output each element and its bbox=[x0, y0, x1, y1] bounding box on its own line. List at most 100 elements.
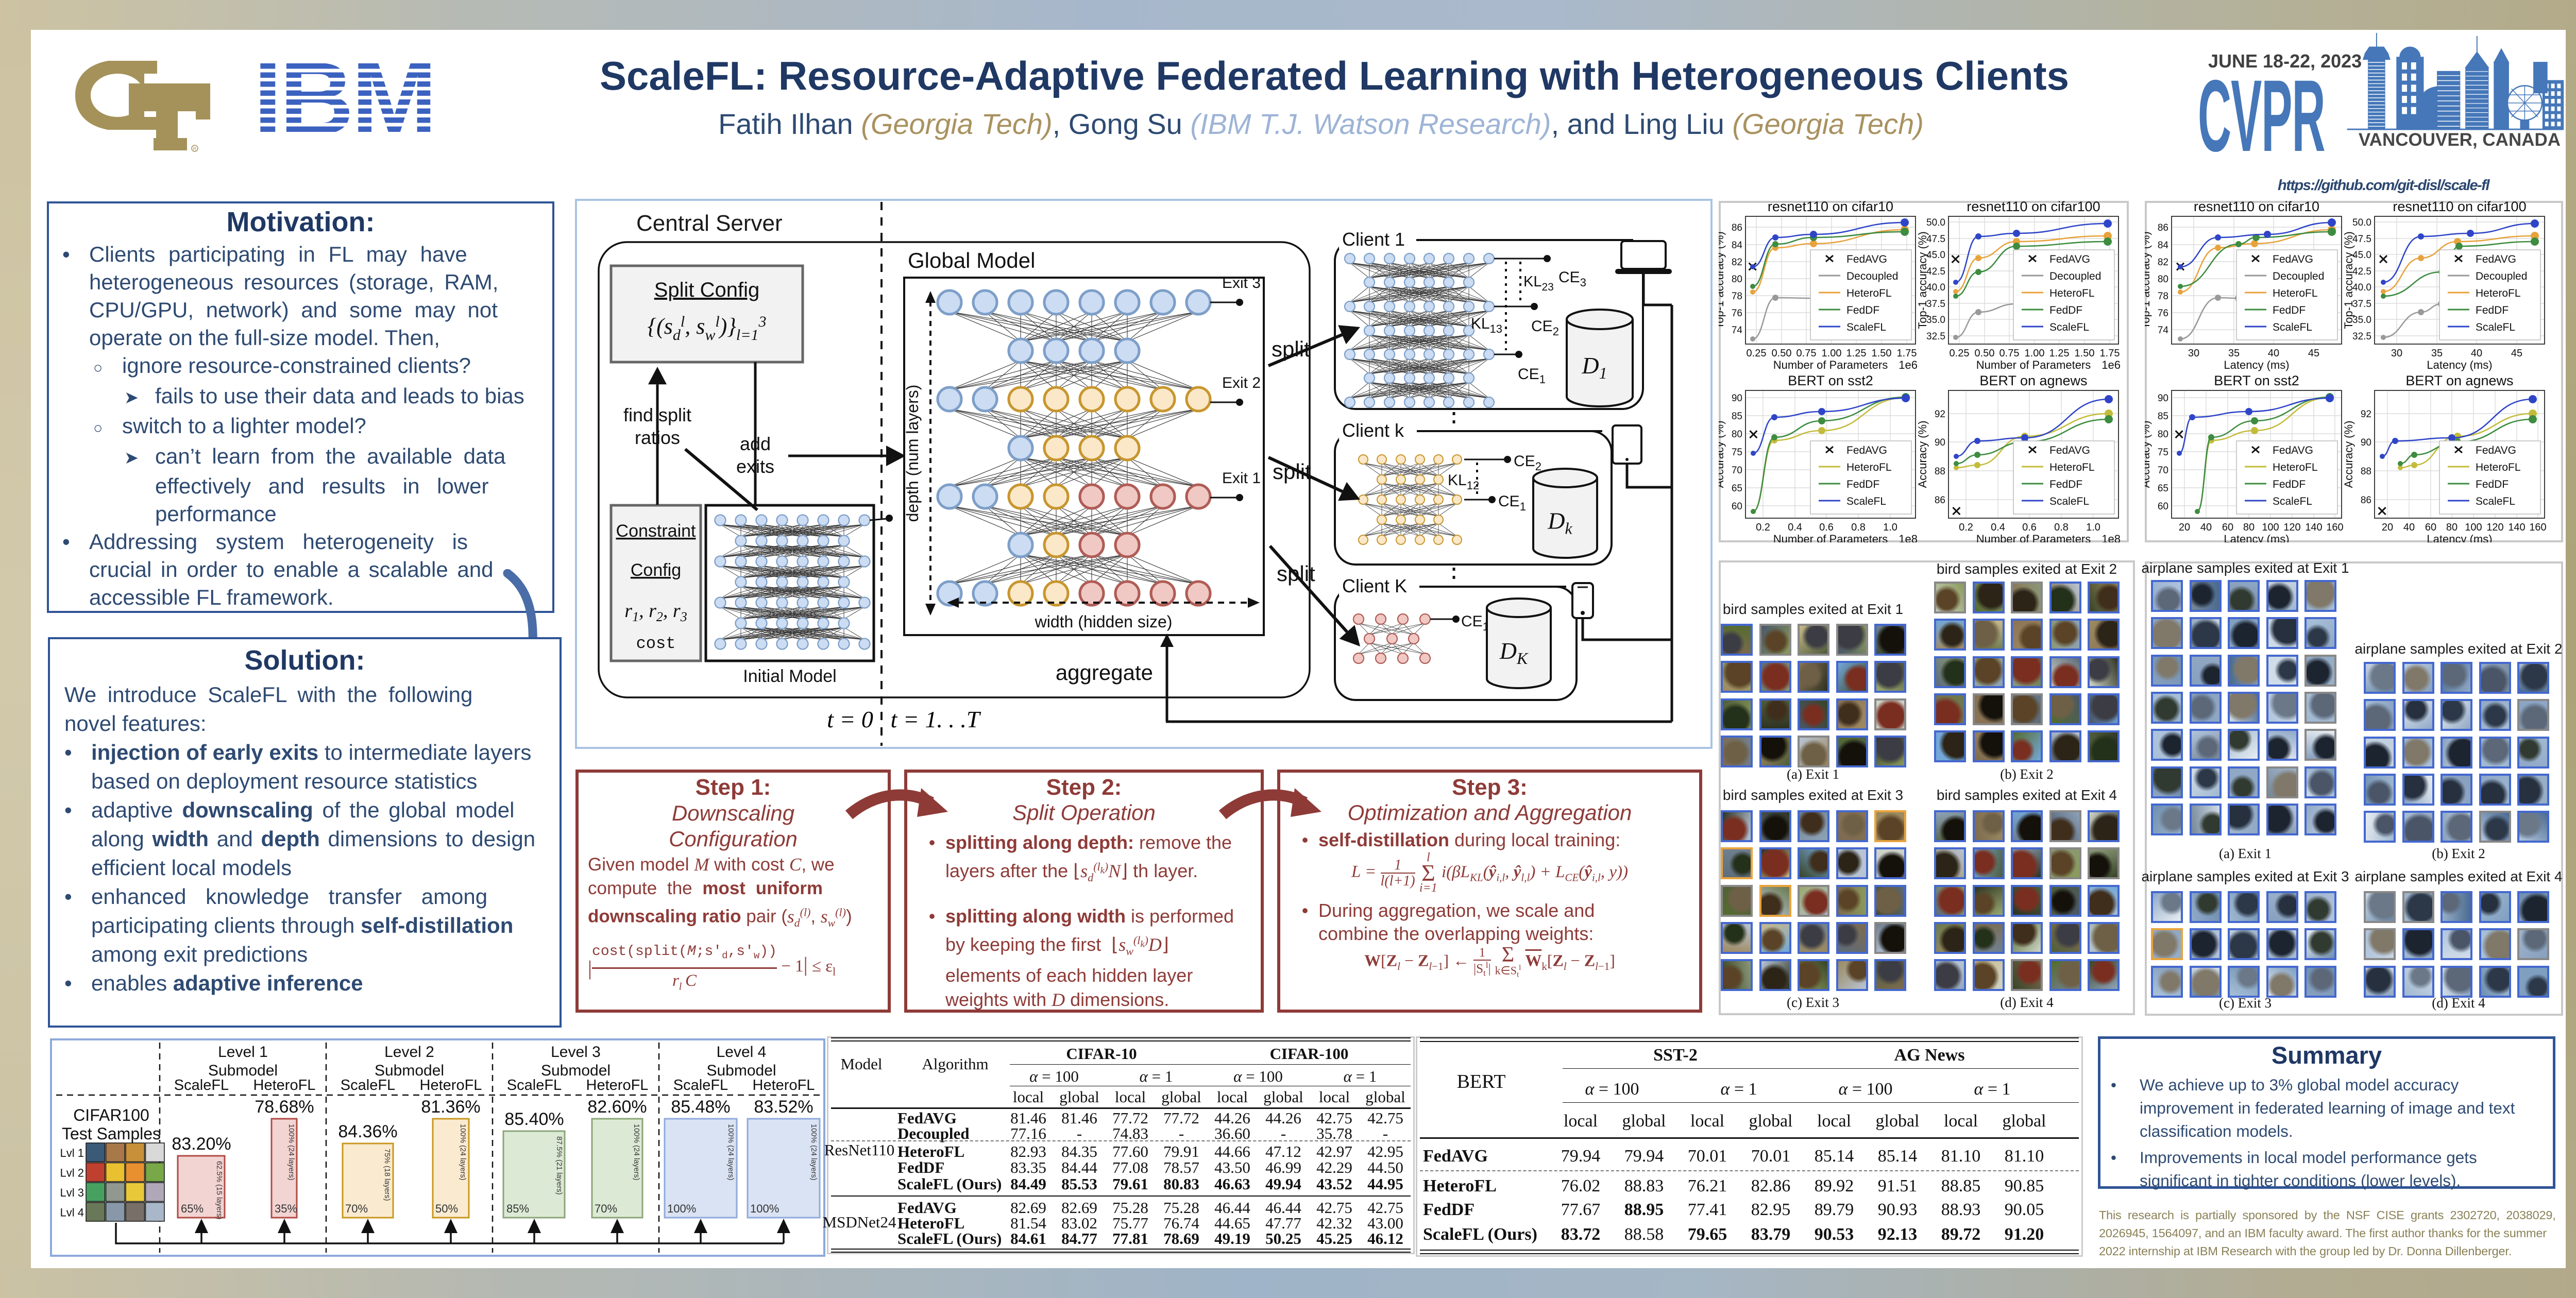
svg-text:50%: 50% bbox=[435, 1202, 458, 1215]
svg-text:70: 70 bbox=[2158, 465, 2168, 476]
svg-text:Client K: Client K bbox=[1342, 575, 1407, 596]
svg-text:split: split bbox=[1273, 459, 1311, 484]
svg-text:1.50: 1.50 bbox=[1872, 348, 1892, 359]
svg-text:45.0: 45.0 bbox=[2352, 250, 2371, 261]
svg-text:81.36%: 81.36% bbox=[421, 1097, 480, 1117]
svg-text:100% (24 layers): 100% (24 layers) bbox=[459, 1124, 467, 1181]
svg-text:160: 160 bbox=[2326, 522, 2343, 533]
svg-text:Number of Parameters: Number of Parameters bbox=[1976, 358, 2091, 371]
svg-text:86: 86 bbox=[1732, 223, 1742, 233]
svg-text:65: 65 bbox=[2158, 483, 2168, 494]
svg-text:76: 76 bbox=[2158, 308, 2168, 319]
svg-text:BERT on sst2: BERT on sst2 bbox=[1788, 373, 1873, 388]
svg-text:40: 40 bbox=[2200, 522, 2212, 533]
svg-text:0.50: 0.50 bbox=[1772, 348, 1792, 359]
svg-text:R: R bbox=[193, 146, 197, 151]
svg-text:ScaleFL: ScaleFL bbox=[1846, 496, 1886, 507]
svg-text:FedAVG: FedAVG bbox=[2273, 253, 2313, 265]
svg-text:split: split bbox=[1272, 337, 1310, 361]
svg-text:t = 1. . .T: t = 1. . .T bbox=[891, 706, 981, 732]
svg-text:40: 40 bbox=[2471, 348, 2482, 359]
svg-text:76: 76 bbox=[1732, 308, 1742, 319]
svg-text:Split Config: Split Config bbox=[654, 279, 760, 301]
svg-text:1e8: 1e8 bbox=[1899, 533, 1918, 542]
svg-text:80: 80 bbox=[1732, 274, 1742, 285]
svg-text:100% (24 layers): 100% (24 layers) bbox=[809, 1124, 818, 1181]
svg-text:HeteroFL: HeteroFL bbox=[420, 1077, 482, 1094]
svg-text:20: 20 bbox=[2179, 522, 2190, 533]
svg-text:100% (24 layers): 100% (24 layers) bbox=[632, 1124, 640, 1181]
svg-text:Latency (ms): Latency (ms) bbox=[2224, 533, 2289, 542]
svg-text:1.0: 1.0 bbox=[2086, 522, 2100, 533]
svg-text:82.60%: 82.60% bbox=[587, 1097, 647, 1117]
svg-text:Exit 1: Exit 1 bbox=[1222, 470, 1261, 487]
svg-text:85%: 85% bbox=[506, 1202, 529, 1215]
svg-text:HeteroFL: HeteroFL bbox=[586, 1077, 649, 1094]
svg-text:78.68%: 78.68% bbox=[255, 1097, 314, 1117]
svg-text:FedAVG: FedAVG bbox=[2476, 253, 2516, 265]
svg-text:45: 45 bbox=[2511, 348, 2522, 359]
svg-text:47.5: 47.5 bbox=[2352, 234, 2371, 245]
svg-text:80: 80 bbox=[2158, 429, 2168, 440]
svg-text:74: 74 bbox=[1732, 325, 1743, 336]
svg-text:37.5: 37.5 bbox=[2352, 299, 2371, 310]
svg-text:1.25: 1.25 bbox=[1846, 348, 1867, 359]
svg-text:Decoupled: Decoupled bbox=[2049, 270, 2101, 282]
svg-text:Lvl 4: Lvl 4 bbox=[60, 1206, 84, 1219]
svg-text:ScaleFL: ScaleFL bbox=[507, 1077, 562, 1094]
svg-text:0.8: 0.8 bbox=[2054, 522, 2069, 533]
svg-text:ScaleFL: ScaleFL bbox=[2049, 496, 2089, 507]
svg-text:1.0: 1.0 bbox=[1883, 522, 1897, 533]
svg-text:35: 35 bbox=[2431, 348, 2443, 359]
svg-text:65%: 65% bbox=[181, 1202, 204, 1215]
svg-text:ScaleFL: ScaleFL bbox=[341, 1077, 395, 1094]
svg-text:120: 120 bbox=[2283, 522, 2300, 533]
svg-text:65: 65 bbox=[1732, 483, 1742, 494]
svg-text:t = 0: t = 0 bbox=[827, 706, 873, 732]
svg-text:ScaleFL: ScaleFL bbox=[2476, 321, 2515, 333]
svg-text:92: 92 bbox=[2361, 409, 2371, 420]
svg-text:84: 84 bbox=[2158, 240, 2169, 251]
svg-text:0.4: 0.4 bbox=[1788, 522, 1802, 533]
svg-text:0.4: 0.4 bbox=[1991, 522, 2005, 533]
svg-text:DK: DK bbox=[1499, 638, 1529, 668]
svg-text:Submodel: Submodel bbox=[706, 1062, 776, 1079]
svg-text:0.25: 0.25 bbox=[1747, 348, 1767, 359]
svg-text:Decoupled: Decoupled bbox=[2273, 270, 2324, 282]
svg-text:60: 60 bbox=[2222, 522, 2233, 533]
svg-text:140: 140 bbox=[2305, 522, 2322, 533]
svg-text:120: 120 bbox=[2486, 522, 2503, 533]
svg-text:Decoupled: Decoupled bbox=[1846, 270, 1898, 282]
svg-text:BERT on agnews: BERT on agnews bbox=[1979, 373, 2087, 388]
svg-text:85: 85 bbox=[2158, 411, 2168, 422]
svg-text:42.5: 42.5 bbox=[1926, 266, 1945, 277]
svg-text:78: 78 bbox=[1732, 291, 1742, 302]
svg-text:width (hidden size): width (hidden size) bbox=[1035, 612, 1173, 631]
svg-text:r1, r2, r3: r1, r2, r3 bbox=[624, 600, 687, 624]
svg-text:ScaleFL: ScaleFL bbox=[673, 1077, 728, 1094]
svg-text:HeteroFL: HeteroFL bbox=[2476, 287, 2521, 299]
svg-text:Accuracy (%): Accuracy (%) bbox=[2342, 421, 2355, 488]
svg-text:ScaleFL: ScaleFL bbox=[174, 1077, 229, 1094]
svg-text:resnet110 on cifar10: resnet110 on cifar10 bbox=[1768, 201, 1893, 214]
svg-text:35%: 35% bbox=[275, 1202, 297, 1215]
svg-text:FedDF: FedDF bbox=[2476, 479, 2509, 490]
svg-text:HeteroFL: HeteroFL bbox=[1846, 462, 1892, 473]
svg-text:FedDF: FedDF bbox=[2273, 479, 2306, 490]
svg-text:140: 140 bbox=[2508, 522, 2525, 533]
svg-text:depth (num layers): depth (num layers) bbox=[903, 385, 922, 522]
svg-text:HeteroFL: HeteroFL bbox=[253, 1077, 316, 1094]
svg-text:Config: Config bbox=[631, 560, 681, 580]
svg-text:Latency (ms): Latency (ms) bbox=[2427, 533, 2492, 542]
svg-text:1.75: 1.75 bbox=[1897, 348, 1917, 359]
svg-text:37.5: 37.5 bbox=[1926, 299, 1945, 310]
svg-text:90: 90 bbox=[1935, 437, 1945, 448]
svg-text:CIFAR100: CIFAR100 bbox=[73, 1106, 149, 1124]
svg-text:split: split bbox=[1277, 561, 1315, 586]
svg-text:90: 90 bbox=[1732, 393, 1742, 404]
svg-text:100%: 100% bbox=[667, 1202, 696, 1215]
svg-text:70%: 70% bbox=[345, 1202, 368, 1215]
svg-text:85.40%: 85.40% bbox=[504, 1109, 564, 1129]
svg-text:Accuracy (%): Accuracy (%) bbox=[2145, 421, 2152, 488]
svg-text:74: 74 bbox=[2158, 325, 2169, 336]
